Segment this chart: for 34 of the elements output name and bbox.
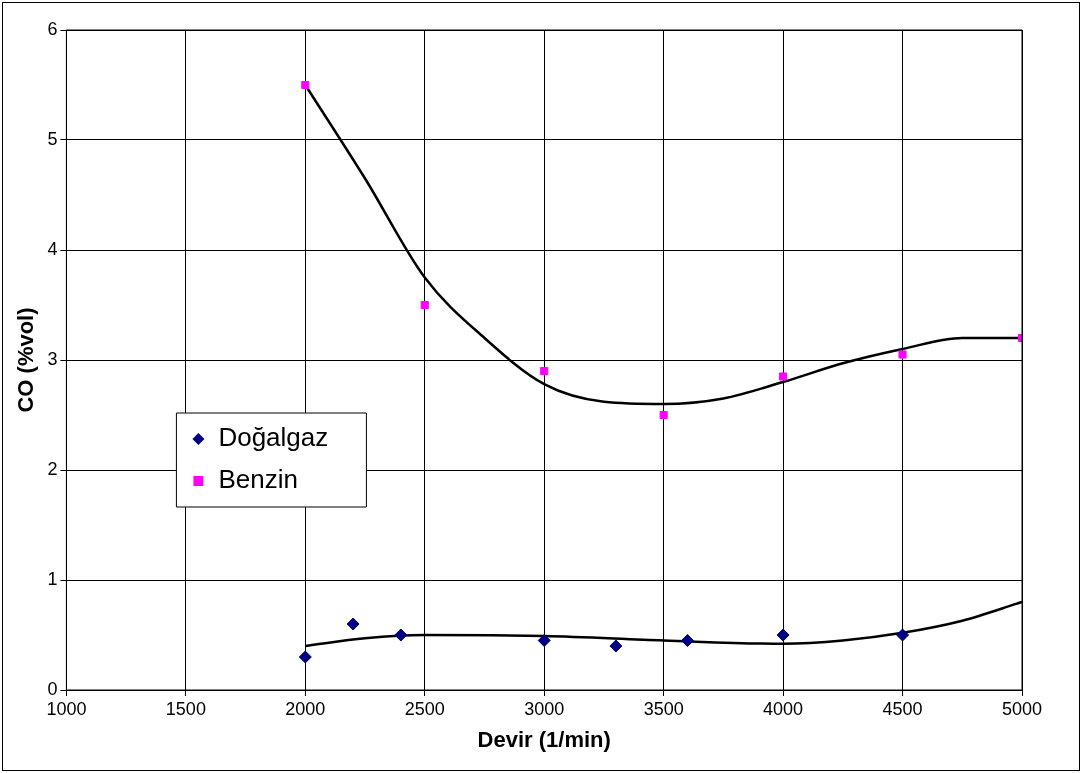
point <box>346 617 360 631</box>
y-tick-label: 1 <box>47 568 58 589</box>
x-tick-label: 3000 <box>524 698 565 719</box>
x-axis-title: Devir (1/min) <box>477 726 611 752</box>
x-tick-label: 5000 <box>1001 698 1043 719</box>
y-tick-label: 4 <box>47 238 58 259</box>
y-tick-label: 5 <box>47 128 58 149</box>
x-tick-label: 2000 <box>285 698 326 719</box>
point <box>898 350 907 359</box>
point <box>681 634 695 647</box>
x-tick-label: 1000 <box>46 698 87 719</box>
y-tick-label: 3 <box>47 348 58 369</box>
legend-label: Benzin <box>218 464 298 495</box>
point <box>776 628 790 642</box>
y-tick-label: 0 <box>47 678 58 699</box>
point <box>537 634 551 647</box>
y-axis-title: CO (%vol) <box>13 307 39 413</box>
legend-label: Doğalgaz <box>218 422 329 453</box>
y-tick-label: 2 <box>47 458 58 479</box>
point <box>420 300 429 310</box>
point <box>896 628 910 642</box>
x-tick-label: 4000 <box>763 698 804 719</box>
point <box>779 372 788 381</box>
y-tick-label: 6 <box>47 18 58 39</box>
point <box>540 366 549 376</box>
x-tick-label: 3500 <box>643 698 684 719</box>
point <box>301 80 310 90</box>
x-tick-label: 4500 <box>882 698 923 719</box>
x-tick-label: 2500 <box>404 698 445 719</box>
point <box>659 410 668 420</box>
x-tick-label: 1500 <box>165 698 206 719</box>
point <box>609 639 623 653</box>
point <box>298 650 312 664</box>
point <box>394 628 408 642</box>
